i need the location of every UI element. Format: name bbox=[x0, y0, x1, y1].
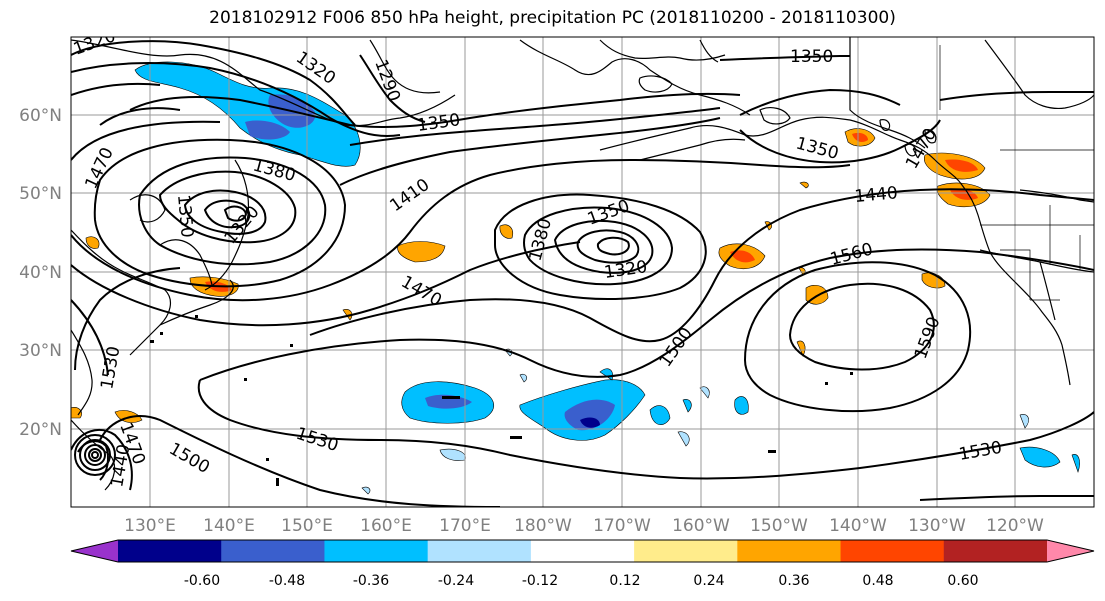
colorbar-tick-label: -0.48 bbox=[269, 573, 305, 589]
precip-positive-shading bbox=[71, 128, 991, 423]
latitude-labels: 60°N 50°N 40°N 30°N 20°N bbox=[19, 106, 62, 440]
lon-label: 130°W bbox=[908, 516, 966, 536]
colorbar-tick-label: -0.12 bbox=[522, 573, 558, 589]
contour-label: 1440 bbox=[854, 183, 899, 207]
colorbar-segment bbox=[634, 540, 738, 562]
lon-label: 160°W bbox=[672, 516, 730, 536]
coastlines bbox=[71, 37, 1094, 491]
precip-negative-shading bbox=[134, 61, 1080, 495]
lon-label: 180°W bbox=[514, 516, 572, 536]
colorbar-segment bbox=[324, 540, 429, 562]
lon-label: 160°E bbox=[360, 516, 412, 536]
colorbar-tick-label: -0.36 bbox=[353, 573, 389, 589]
lon-label: 120°W bbox=[986, 516, 1044, 536]
colorbar-tick-label: -0.24 bbox=[438, 573, 474, 589]
colorbar bbox=[70, 539, 1095, 563]
lon-label: 150°W bbox=[750, 516, 808, 536]
colorbar-segment bbox=[737, 540, 842, 562]
map-title: 2018102912 F006 850 hPa height, precipit… bbox=[209, 8, 896, 28]
colorbar-tick-label: 0.24 bbox=[693, 573, 724, 589]
contour-label: 1350 bbox=[173, 194, 197, 239]
colorbar-outline bbox=[70, 539, 1095, 563]
political-boundaries bbox=[939, 45, 1094, 301]
colorbar-ticks: -0.60 -0.48 -0.36 -0.24 -0.12 0.12 0.24 … bbox=[184, 573, 979, 589]
longitude-labels: 130°E 140°E 150°E 160°E 170°E 180°W 170°… bbox=[124, 516, 1044, 536]
lat-label: 50°N bbox=[19, 184, 62, 204]
map-border bbox=[70, 36, 1095, 508]
colorbar-segment bbox=[530, 540, 635, 562]
colorbar-segment bbox=[1047, 540, 1094, 562]
lon-label: 170°W bbox=[593, 516, 651, 536]
colorbar-segment bbox=[71, 540, 118, 562]
lat-label: 40°N bbox=[19, 263, 62, 283]
tropical-low-contours bbox=[74, 434, 116, 476]
lon-label: 140°W bbox=[829, 516, 887, 536]
colorbar-tick-label: 0.48 bbox=[862, 573, 893, 589]
colorbar-tick-label: 0.36 bbox=[778, 573, 809, 589]
lat-label: 60°N bbox=[19, 106, 62, 126]
colorbar-segment bbox=[943, 540, 1048, 562]
colorbar-segment bbox=[840, 540, 945, 562]
colorbar-segment bbox=[118, 540, 222, 562]
lon-label: 170°E bbox=[439, 516, 491, 536]
lon-label: 140°E bbox=[203, 516, 255, 536]
contour-label: 1350 bbox=[790, 47, 833, 67]
colorbar-tick-label: -0.60 bbox=[184, 573, 220, 589]
lon-label: 130°E bbox=[124, 516, 176, 536]
lat-label: 20°N bbox=[19, 420, 62, 440]
lon-label: 150°E bbox=[281, 516, 333, 536]
colorbar-tick-label: 0.12 bbox=[609, 573, 640, 589]
islands bbox=[150, 315, 853, 486]
colorbar-segment bbox=[427, 540, 532, 562]
lat-label: 30°N bbox=[19, 341, 62, 361]
colorbar-tick-label: 0.60 bbox=[947, 573, 978, 589]
height-contours bbox=[71, 40, 1094, 507]
colorbar-segment bbox=[221, 540, 325, 562]
